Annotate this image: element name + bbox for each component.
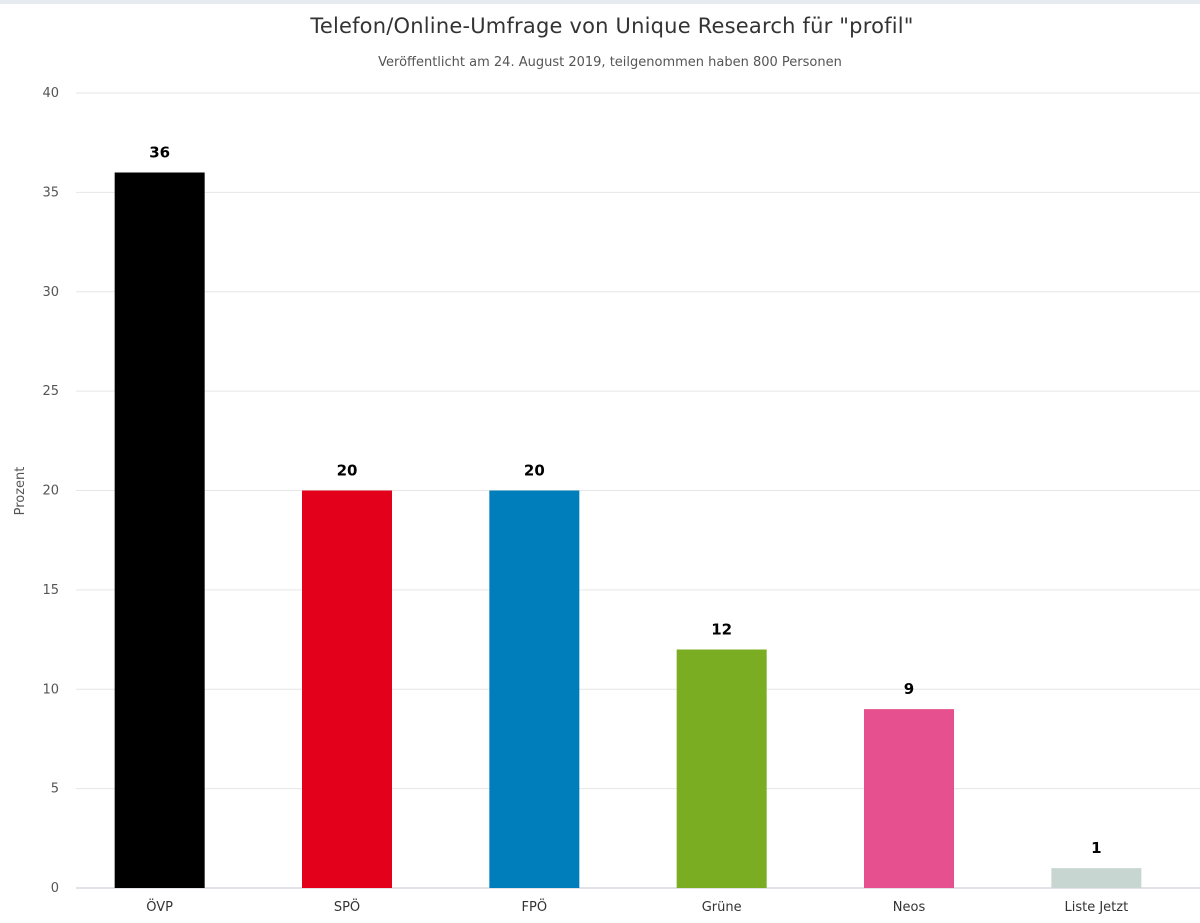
chart-title: Telefon/Online-Umfrage von Unique Resear…	[310, 14, 914, 38]
x-category-label-1: SPÖ	[334, 898, 360, 915]
y-tick-label: 0	[51, 881, 59, 896]
bars	[114, 172, 1142, 888]
bar-1	[302, 490, 392, 888]
y-tick-label: 15	[42, 583, 59, 598]
bar-2	[489, 490, 580, 888]
top-strip	[0, 0, 1200, 4]
data-label-5: 1	[1091, 839, 1101, 857]
data-label-4: 9	[904, 680, 914, 698]
bar-3	[676, 649, 767, 888]
y-tick-label: 30	[42, 285, 59, 300]
x-category-label-3: Grüne	[702, 900, 742, 915]
x-category-label-0: ÖVP	[146, 898, 173, 915]
data-label-1: 20	[337, 462, 358, 480]
y-axis-ticks: 0 5 10 15 20 25 30 35 40	[42, 86, 59, 896]
data-label-2: 20	[524, 462, 545, 480]
x-category-label-5: Liste Jetzt	[1064, 900, 1128, 915]
data-label-3: 12	[711, 621, 732, 639]
x-category-label-2: FPÖ	[522, 898, 548, 915]
y-tick-label: 5	[51, 782, 59, 797]
x-category-label-4: Neos	[893, 900, 926, 915]
bar-0	[114, 172, 205, 888]
gridlines	[76, 92, 1200, 889]
y-axis-label: Prozent	[13, 467, 28, 516]
bar-5	[1051, 868, 1142, 888]
y-tick-label: 20	[42, 484, 59, 499]
x-axis-categories: ÖVP SPÖ FPÖ Grüne Neos Liste Jetzt	[146, 898, 1128, 915]
chart-subtitle: Veröffentlicht am 24. August 2019, teilg…	[378, 55, 842, 70]
data-labels: 36 20 20 12 9 1	[149, 144, 1101, 858]
data-label-0: 36	[149, 144, 170, 162]
y-tick-label: 35	[42, 185, 59, 200]
y-tick-label: 40	[42, 86, 59, 101]
bar-4	[864, 709, 954, 888]
y-tick-label: 10	[42, 682, 59, 697]
y-tick-label: 25	[42, 384, 59, 399]
